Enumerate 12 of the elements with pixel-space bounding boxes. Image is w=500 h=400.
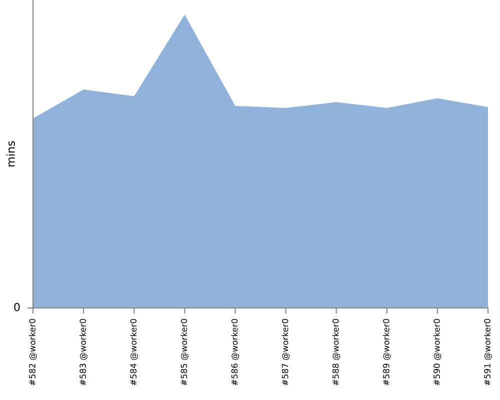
text: 0 [14, 302, 20, 312]
x-tick-label: #585 @worker0 [180, 318, 188, 386]
x-tick-label: #582 @worker0 [28, 318, 37, 386]
y-axis-title: mins [6, 141, 15, 166]
x-tick-label: #591 @worker0 [484, 318, 492, 386]
x-tick-label: #589 @worker0 [382, 318, 391, 386]
x-tick-label: #583 @worker0 [80, 318, 88, 386]
x-tick-label: #587 @worker0 [282, 318, 290, 386]
x-tick-label: #584 @worker0 [130, 318, 138, 386]
x-tick-label: #590 @worker0 [433, 318, 442, 386]
x-tick-label: #588 @worker0 [332, 318, 340, 386]
x-tick-label: #586 @worker0 [231, 318, 239, 386]
